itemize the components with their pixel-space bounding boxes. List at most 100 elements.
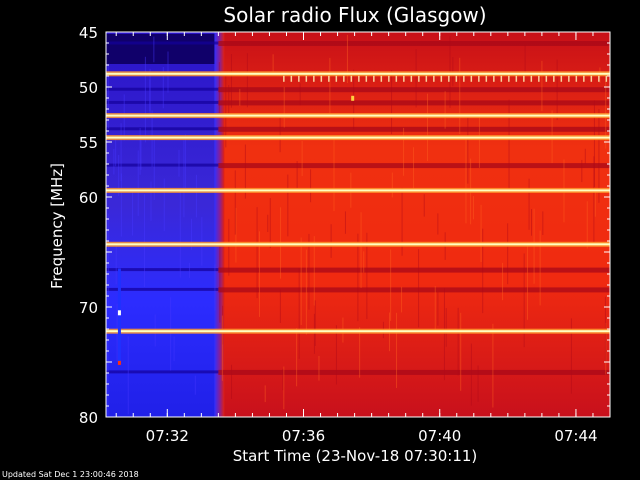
band-spike xyxy=(545,75,548,82)
texture-streak xyxy=(465,138,467,224)
texture-streak xyxy=(359,327,361,378)
burst-column xyxy=(117,268,121,365)
texture-streak xyxy=(390,249,392,321)
x-tick-label: 07:36 xyxy=(282,427,325,445)
dark-band-low xyxy=(106,370,219,374)
texture-streak xyxy=(437,291,439,326)
texture-streak xyxy=(541,60,543,112)
texture-streak xyxy=(256,207,258,299)
texture-streak xyxy=(508,99,510,190)
x-tick-label: 07:32 xyxy=(146,427,189,445)
texture-streak xyxy=(539,230,541,306)
texture-streak xyxy=(467,117,469,184)
texture-streak xyxy=(132,190,134,236)
dark-band-low xyxy=(106,127,219,131)
texture-streak xyxy=(239,88,241,106)
texture-streak xyxy=(140,139,142,170)
texture-streak xyxy=(267,214,269,233)
texture-streak xyxy=(528,178,530,230)
y-axis: 45 50 55 60 70 80 xyxy=(79,24,610,427)
texture-streak xyxy=(308,233,310,310)
texture-streak xyxy=(478,115,480,168)
texture-streak xyxy=(296,328,298,387)
texture-streak xyxy=(605,322,607,375)
texture-streak xyxy=(244,144,246,199)
band-spike xyxy=(403,75,405,82)
band-spike xyxy=(575,75,578,82)
texture-streak xyxy=(401,187,403,256)
texture-streak xyxy=(524,45,526,74)
texture-streak xyxy=(318,355,320,381)
band-spike xyxy=(493,75,495,82)
band-spike xyxy=(448,75,450,82)
texture-streak xyxy=(149,79,151,112)
texture-streak xyxy=(403,127,405,176)
texture-streak xyxy=(335,325,337,385)
band-spike xyxy=(425,75,428,82)
band-spike xyxy=(560,75,563,82)
band-spike xyxy=(410,75,413,82)
band-spike xyxy=(500,75,503,82)
texture-streak xyxy=(298,268,300,359)
bright-band xyxy=(106,189,610,192)
texture-streak xyxy=(222,305,224,345)
y-tick-label: 70 xyxy=(79,299,98,317)
texture-streak xyxy=(457,307,459,376)
x-axis-label: Start Time (23-Nov-18 07:30:11) xyxy=(233,447,478,465)
dark-band xyxy=(218,126,611,132)
dark-band xyxy=(218,267,611,273)
texture-streak xyxy=(526,245,528,320)
band-spike xyxy=(470,75,473,82)
texture-streak xyxy=(282,368,284,391)
dark-band xyxy=(218,100,611,106)
texture-streak xyxy=(279,117,281,153)
y-tick-label: 60 xyxy=(79,189,98,207)
texture-streak xyxy=(113,149,115,175)
band-spike xyxy=(455,75,458,82)
texture-streak xyxy=(391,70,393,135)
y-axis-label: Frequency [MHz] xyxy=(48,163,66,289)
texture-streak xyxy=(188,262,190,278)
band-spike xyxy=(485,75,488,82)
y-tick-label: 45 xyxy=(79,24,98,42)
texture-streak xyxy=(598,109,600,203)
texture-streak xyxy=(287,174,289,237)
band-spike xyxy=(313,75,315,82)
texture-streak xyxy=(170,297,172,371)
texture-streak xyxy=(460,312,462,391)
texture-streak xyxy=(120,173,122,237)
texture-streak xyxy=(115,244,117,285)
texture-streak xyxy=(366,232,368,320)
texture-streak xyxy=(106,274,108,326)
texture-streak xyxy=(144,56,146,143)
texture-streak xyxy=(542,211,544,235)
band-spike xyxy=(478,75,480,82)
texture-streak xyxy=(357,233,359,322)
band-spike xyxy=(380,75,383,82)
dark-band-low xyxy=(106,100,219,104)
texture-streak xyxy=(329,57,331,114)
x-axis: 07:32 07:36 07:40 07:44 xyxy=(115,32,598,445)
texture-streak xyxy=(530,209,532,236)
texture-streak xyxy=(396,312,398,388)
texture-streak xyxy=(219,245,221,323)
texture-streak xyxy=(127,336,129,415)
texture-streak xyxy=(313,236,315,306)
dark-band xyxy=(218,287,611,293)
chart-title: Solar radio Flux (Glasgow) xyxy=(223,3,486,27)
texture-streak xyxy=(269,198,271,249)
texture-streak xyxy=(594,192,596,217)
high-flux-region xyxy=(218,32,611,417)
dark-band xyxy=(218,163,611,169)
y-tick-label: 80 xyxy=(79,409,98,427)
band-spike xyxy=(530,75,533,82)
texture-streak xyxy=(115,136,117,167)
updated-timestamp: Updated Sat Dec 1 23:00:46 2018 xyxy=(2,470,139,479)
dark-band-low xyxy=(106,41,219,45)
band-spike xyxy=(440,75,443,82)
texture-streak xyxy=(443,288,445,381)
texture-streak xyxy=(272,54,274,72)
texture-streak xyxy=(163,178,165,232)
texture-streak xyxy=(107,63,109,129)
texture-streak xyxy=(413,147,415,189)
